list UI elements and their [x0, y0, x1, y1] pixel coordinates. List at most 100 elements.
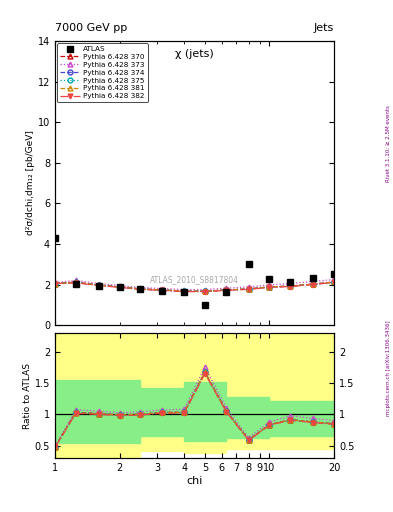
ATLAS: [160, 288, 164, 294]
Pythia 6.428 370: [96, 282, 101, 288]
ATLAS: [246, 261, 251, 267]
Pythia 6.428 373: [311, 279, 316, 285]
Pythia 6.428 381: [332, 279, 336, 285]
Pythia 6.428 381: [53, 281, 57, 287]
Pythia 6.428 374: [96, 282, 101, 288]
Pythia 6.428 375: [224, 287, 229, 293]
Line: Pythia 6.428 382: Pythia 6.428 382: [53, 280, 336, 294]
Pythia 6.428 373: [267, 282, 272, 288]
Pythia 6.428 381: [138, 286, 143, 292]
Pythia 6.428 374: [267, 284, 272, 290]
Pythia 6.428 373: [182, 287, 187, 293]
Pythia 6.428 374: [53, 281, 57, 287]
Pythia 6.428 373: [138, 285, 143, 291]
Pythia 6.428 370: [73, 279, 78, 285]
Pythia 6.428 381: [267, 284, 272, 290]
ATLAS: [332, 271, 336, 278]
Pythia 6.428 375: [311, 281, 316, 287]
Pythia 6.428 370: [117, 284, 122, 290]
Line: Pythia 6.428 374: Pythia 6.428 374: [53, 280, 336, 294]
Pythia 6.428 374: [246, 286, 251, 292]
Pythia 6.428 370: [288, 283, 293, 289]
Pythia 6.428 375: [138, 286, 143, 292]
Pythia 6.428 374: [138, 286, 143, 292]
Pythia 6.428 382: [288, 284, 293, 290]
Pythia 6.428 381: [224, 287, 229, 293]
Pythia 6.428 382: [73, 280, 78, 286]
Pythia 6.428 381: [288, 283, 293, 289]
Pythia 6.428 381: [96, 282, 101, 288]
Text: ATLAS_2010_S8817804: ATLAS_2010_S8817804: [150, 275, 239, 284]
Pythia 6.428 382: [182, 289, 187, 295]
Text: mcplots.cern.ch [arXiv:1306.3436]: mcplots.cern.ch [arXiv:1306.3436]: [386, 321, 391, 416]
ATLAS: [311, 275, 316, 282]
Pythia 6.428 381: [202, 288, 207, 294]
Pythia 6.428 375: [73, 279, 78, 285]
Pythia 6.428 370: [311, 281, 316, 287]
Pythia 6.428 382: [267, 284, 272, 290]
Pythia 6.428 381: [182, 288, 187, 294]
Line: Pythia 6.428 381: Pythia 6.428 381: [53, 280, 336, 294]
Pythia 6.428 370: [267, 284, 272, 290]
Text: Rivet 3.1.10; ≥ 2.5M events: Rivet 3.1.10; ≥ 2.5M events: [386, 105, 391, 182]
Pythia 6.428 375: [246, 286, 251, 292]
Line: Pythia 6.428 370: Pythia 6.428 370: [53, 280, 336, 294]
ATLAS: [182, 289, 187, 295]
Pythia 6.428 373: [73, 278, 78, 284]
Line: Pythia 6.428 375: Pythia 6.428 375: [53, 280, 336, 294]
Y-axis label: d²σ/dchi,dm₁₂ [pb/GeV]: d²σ/dchi,dm₁₂ [pb/GeV]: [26, 131, 35, 236]
Pythia 6.428 375: [288, 283, 293, 289]
Pythia 6.428 373: [160, 286, 164, 292]
Pythia 6.428 382: [202, 289, 207, 295]
X-axis label: chi: chi: [186, 476, 203, 486]
Text: 7000 GeV pp: 7000 GeV pp: [55, 23, 127, 33]
Pythia 6.428 374: [311, 281, 316, 287]
Pythia 6.428 375: [332, 279, 336, 285]
Pythia 6.428 374: [224, 287, 229, 293]
Pythia 6.428 382: [160, 287, 164, 293]
Pythia 6.428 382: [332, 280, 336, 286]
Pythia 6.428 381: [73, 280, 78, 286]
Text: χ (jets): χ (jets): [175, 50, 214, 59]
Pythia 6.428 374: [160, 287, 164, 293]
Pythia 6.428 373: [288, 281, 293, 287]
Text: Jets: Jets: [314, 23, 334, 33]
Pythia 6.428 382: [53, 281, 57, 287]
Pythia 6.428 374: [288, 283, 293, 289]
ATLAS: [202, 302, 207, 308]
Pythia 6.428 374: [332, 279, 336, 285]
Pythia 6.428 374: [202, 288, 207, 294]
Pythia 6.428 370: [246, 286, 251, 292]
Pythia 6.428 382: [224, 287, 229, 293]
Line: ATLAS: ATLAS: [52, 234, 337, 308]
Pythia 6.428 382: [96, 283, 101, 289]
Pythia 6.428 382: [311, 282, 316, 288]
Pythia 6.428 373: [332, 276, 336, 283]
Pythia 6.428 370: [160, 287, 164, 293]
Pythia 6.428 370: [202, 288, 207, 294]
Legend: ATLAS, Pythia 6.428 370, Pythia 6.428 373, Pythia 6.428 374, Pythia 6.428 375, P: ATLAS, Pythia 6.428 370, Pythia 6.428 37…: [57, 43, 148, 102]
Line: Pythia 6.428 373: Pythia 6.428 373: [53, 277, 336, 292]
Pythia 6.428 370: [182, 288, 187, 294]
Pythia 6.428 375: [160, 287, 164, 293]
ATLAS: [138, 286, 143, 292]
Pythia 6.428 373: [246, 284, 251, 290]
Pythia 6.428 375: [117, 284, 122, 290]
ATLAS: [53, 235, 57, 241]
ATLAS: [267, 276, 272, 283]
Pythia 6.428 375: [202, 288, 207, 294]
Pythia 6.428 370: [138, 286, 143, 292]
Pythia 6.428 373: [202, 287, 207, 293]
Pythia 6.428 370: [53, 281, 57, 287]
Y-axis label: Ratio to ATLAS: Ratio to ATLAS: [23, 362, 32, 429]
Pythia 6.428 382: [246, 286, 251, 292]
Pythia 6.428 370: [224, 287, 229, 293]
Pythia 6.428 381: [117, 284, 122, 290]
Pythia 6.428 373: [53, 280, 57, 286]
Pythia 6.428 375: [182, 288, 187, 294]
ATLAS: [224, 289, 229, 295]
ATLAS: [288, 280, 293, 286]
Pythia 6.428 374: [182, 288, 187, 294]
Pythia 6.428 381: [311, 281, 316, 287]
Pythia 6.428 375: [267, 284, 272, 290]
